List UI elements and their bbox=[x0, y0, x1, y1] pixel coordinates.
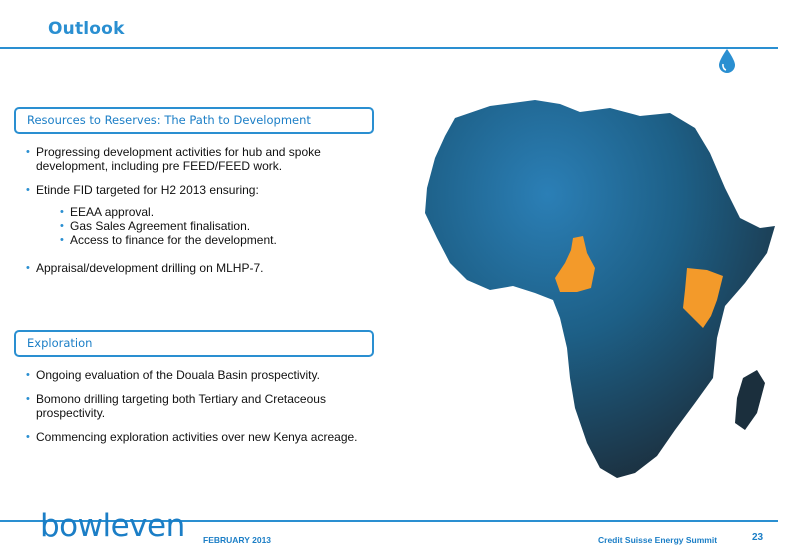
madagascar-island bbox=[735, 370, 765, 430]
kenya-highlight bbox=[683, 268, 723, 328]
exploration-bullet-list: Ongoing evaluation of the Douala Basin p… bbox=[22, 368, 372, 454]
list-item-etinde: Etinde FID targeted for H2 2013 ensuring… bbox=[22, 183, 372, 247]
page-title: Outlook bbox=[48, 19, 125, 39]
footer-event: Credit Suisse Energy Summit bbox=[598, 535, 718, 545]
section-heading-exploration: Exploration bbox=[14, 330, 374, 357]
title-divider bbox=[0, 47, 778, 49]
list-item: Bomono drilling targeting both Tertiary … bbox=[22, 392, 372, 420]
resources-bullet-list: Progressing development activities for h… bbox=[22, 145, 372, 285]
list-item: Commencing exploration activities over n… bbox=[22, 430, 372, 444]
footer-date: FEBRUARY 2013 bbox=[203, 535, 272, 545]
sub-list-item: EEAA approval. bbox=[56, 205, 372, 219]
list-item: Ongoing evaluation of the Douala Basin p… bbox=[22, 368, 372, 382]
sub-list-item: Gas Sales Agreement finalisation. bbox=[56, 219, 372, 233]
sub-bullet-list: EEAA approval. Gas Sales Agreement final… bbox=[56, 205, 372, 247]
list-item: Appraisal/development drilling on MLHP-7… bbox=[22, 261, 372, 275]
footer-divider bbox=[0, 520, 778, 522]
africa-map-image bbox=[425, 100, 775, 478]
page-number: 23 bbox=[752, 532, 764, 543]
list-item: Progressing development activities for h… bbox=[22, 145, 372, 173]
africa-continent bbox=[425, 100, 775, 478]
water-drop-icon bbox=[719, 49, 735, 73]
bowleven-logo: bowleven bbox=[40, 508, 185, 544]
sub-list-item: Access to finance for the development. bbox=[56, 233, 372, 247]
list-item-text: Etinde FID targeted for H2 2013 ensuring… bbox=[36, 183, 259, 197]
cameroon-highlight bbox=[555, 236, 595, 292]
section-heading-resources: Resources to Reserves: The Path to Devel… bbox=[14, 107, 374, 134]
